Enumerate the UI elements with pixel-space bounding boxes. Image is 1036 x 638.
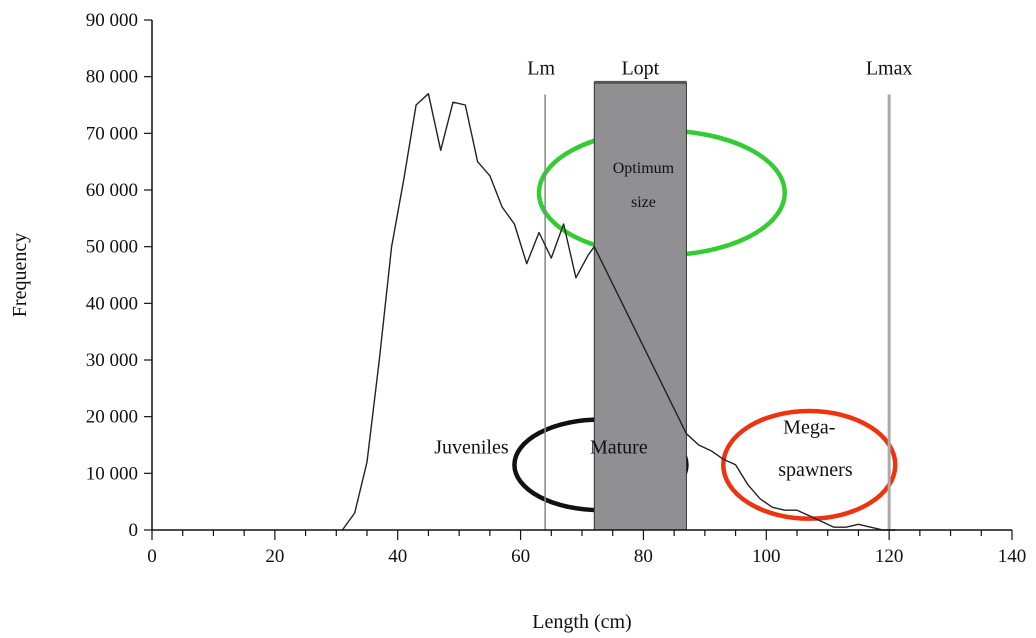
y-axis-title: Frequency [9, 233, 31, 317]
refline-label-lm: Lm [527, 57, 555, 79]
y-tick-label: 70 000 [86, 123, 138, 144]
annotation-mega: Mega- [783, 417, 835, 439]
mega-spawners-ellipse [721, 408, 898, 521]
x-tick-label: 60 [511, 546, 530, 567]
reference-line-layer: Lm Lmax [527, 57, 912, 530]
lopt-band-layer: Lopt [593, 57, 687, 531]
annotation-juveniles: Juveniles [434, 437, 509, 459]
y-tick-label: 60 000 [86, 180, 138, 201]
annotation-optimum: Optimum [613, 160, 675, 177]
lopt-label: Lopt [621, 57, 659, 79]
x-axis-title: Length (cm) [532, 611, 631, 633]
y-tick-label: 40 000 [86, 293, 138, 314]
x-tick-label: 0 [147, 546, 157, 567]
annotation-mature: Mature [590, 437, 648, 459]
axes: 0 10 000 20 000 30 000 40 000 50 000 60 000 70 … [86, 10, 1027, 567]
y-tick-label: 30 000 [86, 350, 138, 371]
lopt-band [593, 81, 687, 531]
series-layer [341, 92, 896, 531]
x-tick-label: 120 [875, 546, 904, 567]
x-tick-label: 80 [634, 546, 653, 567]
annotation-spawners: spawners [778, 459, 853, 481]
refline-label-lmax: Lmax [866, 57, 913, 79]
x-tick-label: 40 [388, 546, 407, 567]
y-tick-label: 50 000 [86, 237, 138, 258]
y-tick-label: 10 000 [86, 463, 138, 484]
y-tick-label: 80 000 [86, 67, 138, 88]
y-tick-label: 90 000 [86, 10, 138, 31]
x-tick-label: 20 [265, 546, 284, 567]
y-tick-label: 0 [129, 520, 139, 541]
annotation-labels: Juveniles Mature Mega-spawners Optimum size [434, 160, 853, 481]
y-tick-label: 20 000 [86, 407, 138, 428]
series-line-0 [341, 92, 896, 531]
x-tick-label: 140 [998, 546, 1027, 567]
annotation-size: size [631, 194, 656, 211]
x-tick-label: 100 [752, 546, 781, 567]
